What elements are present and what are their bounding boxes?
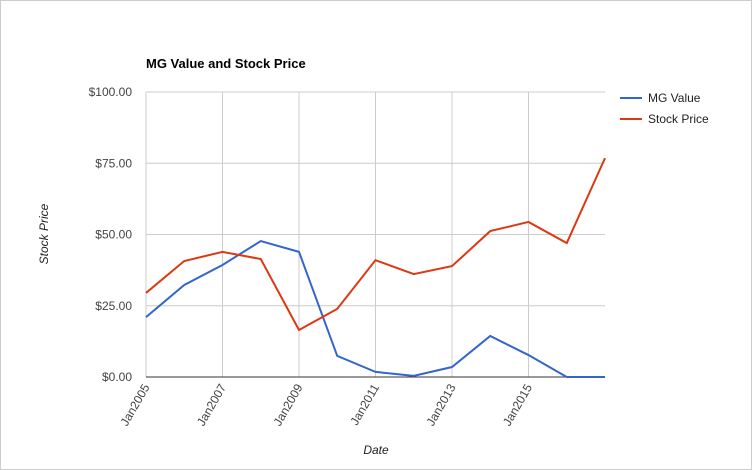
y-tick-label: $50.00 [95, 228, 132, 242]
series-line [145, 157, 606, 332]
y-tick-label: $75.00 [95, 156, 132, 170]
chart-title: MG Value and Stock Price [146, 56, 306, 71]
y-axis-title: Stock Price [37, 203, 51, 264]
legend-label: MG Value [648, 91, 701, 105]
series-line [145, 239, 605, 378]
y-tick-label: $0.00 [102, 370, 132, 384]
y-tick-label: $100.00 [89, 85, 133, 99]
legend-label: Stock Price [648, 112, 709, 126]
x-axis-title: Date [363, 443, 389, 457]
y-tick-label: $25.00 [95, 299, 132, 313]
